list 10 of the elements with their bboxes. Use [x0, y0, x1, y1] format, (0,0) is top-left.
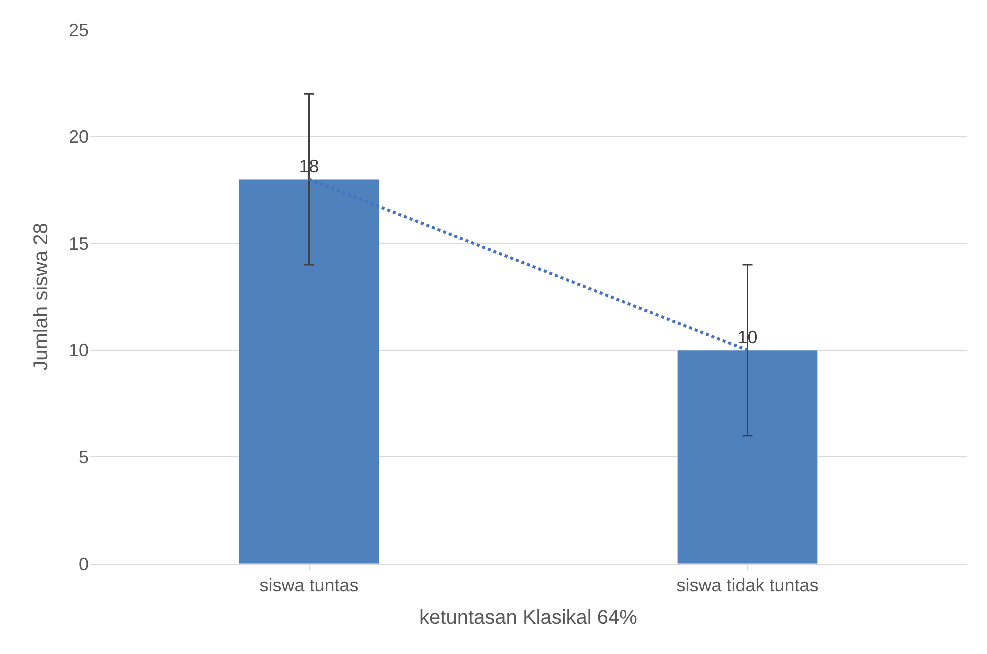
x-axis-title: ketuntasan Klasikal 64% — [420, 607, 638, 630]
y-tick-label: 20 — [68, 127, 89, 148]
y-tick-label: 10 — [68, 340, 89, 361]
y-axis-title: Jumlah siswa 28 — [30, 223, 52, 371]
y-tick-label: 5 — [78, 448, 89, 468]
x-tick-label: siswa tidak tuntas — [676, 576, 819, 596]
y-tick-label: 15 — [68, 234, 89, 254]
y-tick-label: 25 — [68, 20, 89, 40]
x-tick-label: siswa tuntas — [260, 576, 359, 596]
y-tick-label: 0 — [78, 554, 89, 574]
